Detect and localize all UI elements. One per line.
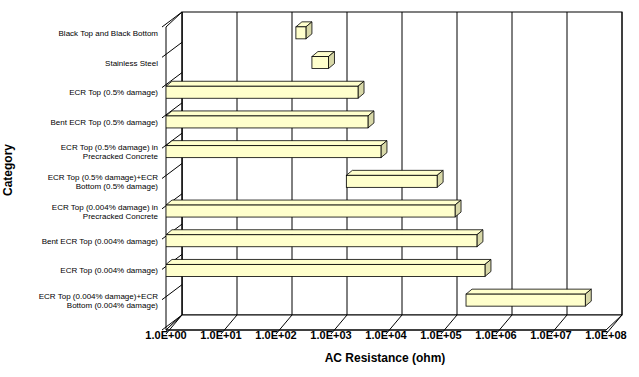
- bar-top: [166, 111, 374, 116]
- category-label: ECR Top (0.5% damage) inPrecracked Concr…: [61, 143, 159, 161]
- chart: 1.0E+00 1.0E+01 1.0E+02 1.0E+03 1.0E+04 1.0E+…: [0, 0, 639, 377]
- bar-front: [166, 86, 358, 98]
- category-label-line: ECR Top (0.004% damage)+ECR: [39, 292, 158, 301]
- bar-side: [358, 81, 364, 98]
- category-label: Black Top and Black Bottom: [59, 29, 159, 38]
- tick-label: 1.0E+05: [420, 329, 461, 341]
- bar-top: [346, 170, 443, 175]
- category-label: ECR Top (0.004% damage) inPrecracked Con…: [52, 203, 159, 221]
- grid-line: [512, 12, 513, 315]
- bar-front: [166, 264, 485, 276]
- bar-front: [466, 294, 585, 306]
- bars: [166, 22, 591, 306]
- x-axis-title: AC Resistance (ohm): [325, 351, 446, 365]
- bar-front: [166, 205, 455, 217]
- bar-side: [455, 200, 461, 217]
- bar-top: [166, 230, 483, 235]
- category-label-line: ECR Top (0.004% damage): [60, 266, 158, 275]
- bar-top: [166, 81, 364, 86]
- category-label: ECR Top (0.5% damage)+ECRBottom (0.5% da…: [48, 173, 159, 191]
- tick-label: 1.0E+07: [530, 329, 571, 341]
- bar: [166, 200, 461, 217]
- category-label-line: Bent ECR Top (0.5% damage): [51, 118, 159, 127]
- bar-side: [306, 22, 312, 39]
- bar-side: [381, 141, 387, 158]
- bar-side: [585, 289, 591, 306]
- category-separator: [162, 164, 182, 179]
- bar: [166, 111, 374, 128]
- category-separator: [162, 315, 182, 330]
- grid-line: [622, 12, 623, 315]
- bar-front: [346, 175, 437, 187]
- bar: [166, 81, 364, 98]
- category-label-line: ECR Top (0.5% damage) in: [61, 143, 158, 152]
- category-label: Stainless Steel: [105, 59, 158, 68]
- floor: [166, 315, 622, 330]
- category-label-line: Stainless Steel: [105, 59, 158, 68]
- category-label-line: Bent ECR Top (0.004% damage): [42, 237, 159, 246]
- y-axis-title: Category: [1, 144, 15, 196]
- tick-label: 1.0E+04: [365, 329, 407, 341]
- category-label: Bent ECR Top (0.004% damage): [42, 237, 159, 246]
- bar-front: [166, 235, 477, 247]
- category-label-line: Black Top and Black Bottom: [59, 29, 159, 38]
- tick-label: 1.0E+06: [475, 329, 516, 341]
- bar-side: [485, 259, 491, 276]
- bar: [346, 170, 443, 187]
- x-axis-line: [166, 330, 606, 331]
- bar: [166, 141, 387, 158]
- bar: [296, 22, 312, 39]
- category-label-line: Precracked Concrete: [83, 152, 159, 161]
- tick-label: 1.0E+08: [585, 329, 626, 341]
- tick-label: 1.0E+02: [255, 329, 296, 341]
- bar-front: [166, 146, 381, 158]
- category-label-line: Bottom (0.004% damage): [67, 301, 158, 310]
- category-separator: [162, 42, 182, 57]
- bar-side: [437, 170, 443, 187]
- bar-side: [328, 52, 334, 69]
- category-label-line: Precracked Concrete: [83, 212, 159, 221]
- bar: [166, 230, 483, 247]
- grid-line: [567, 12, 568, 315]
- category-label-line: Bottom (0.5% damage): [76, 182, 159, 191]
- bar-side: [368, 111, 374, 128]
- bar-side: [477, 230, 483, 247]
- bar-top: [166, 141, 387, 146]
- category-label: ECR Top (0.004% damage)+ECRBottom (0.004…: [39, 292, 159, 310]
- category-label: ECR Top (0.5% damage): [69, 88, 158, 97]
- tick-label: 1.0E+03: [310, 329, 351, 341]
- category-label: ECR Top (0.004% damage): [60, 266, 158, 275]
- bar-top: [466, 289, 591, 294]
- left-wall: [166, 12, 182, 330]
- bar-top: [166, 200, 461, 205]
- bar: [166, 259, 491, 276]
- tick-label: 1.0E+00: [145, 329, 186, 341]
- category-label-line: ECR Top (0.5% damage)+ECR: [48, 173, 159, 182]
- bar-front: [166, 116, 368, 128]
- bar-top: [166, 259, 491, 264]
- bar-front: [312, 57, 329, 69]
- bar: [312, 52, 335, 69]
- category-label-line: ECR Top (0.5% damage): [69, 88, 158, 97]
- category-separator: [162, 12, 182, 27]
- category-label: Bent ECR Top (0.5% damage): [51, 118, 159, 127]
- tick-label: 1.0E+01: [200, 329, 241, 341]
- category-label-line: ECR Top (0.004% damage) in: [52, 203, 158, 212]
- bar: [466, 289, 591, 306]
- category-separator: [162, 285, 182, 300]
- bar-front: [296, 27, 306, 39]
